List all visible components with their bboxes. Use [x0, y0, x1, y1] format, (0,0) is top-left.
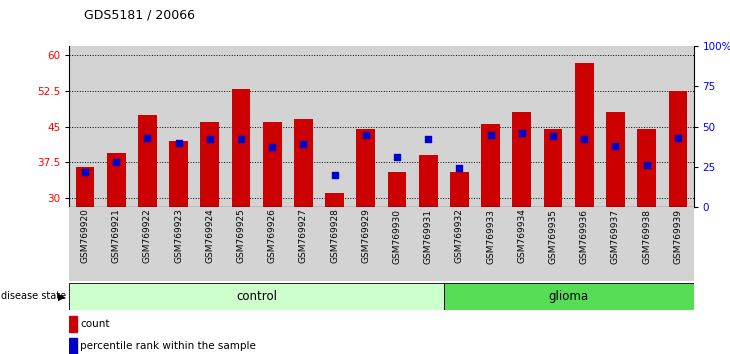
- Point: [485, 132, 496, 137]
- Text: GSM769930: GSM769930: [393, 209, 402, 264]
- Bar: [231, 88, 250, 207]
- Bar: [69, 316, 77, 332]
- Text: GSM769923: GSM769923: [174, 209, 183, 263]
- Point: [516, 130, 528, 136]
- Point: [548, 133, 559, 139]
- Text: GSM769922: GSM769922: [143, 209, 152, 263]
- Bar: [481, 124, 500, 207]
- Bar: [606, 112, 625, 207]
- Bar: [107, 153, 126, 207]
- Text: control: control: [236, 290, 277, 303]
- Bar: [544, 129, 562, 207]
- Bar: [419, 155, 437, 207]
- Point: [578, 137, 590, 142]
- Bar: [169, 141, 188, 207]
- Text: GSM769936: GSM769936: [580, 209, 589, 264]
- Point: [204, 137, 215, 142]
- Bar: [637, 129, 656, 207]
- Bar: [575, 63, 593, 207]
- Text: GSM769931: GSM769931: [423, 209, 433, 264]
- Text: GSM769939: GSM769939: [673, 209, 683, 264]
- Bar: [444, 283, 694, 310]
- Point: [423, 137, 434, 142]
- Bar: [201, 122, 219, 207]
- Point: [298, 142, 310, 147]
- Text: GSM769932: GSM769932: [455, 209, 464, 263]
- Text: GSM769937: GSM769937: [611, 209, 620, 264]
- Point: [142, 135, 153, 141]
- Text: GSM769927: GSM769927: [299, 209, 308, 263]
- Text: GSM769938: GSM769938: [642, 209, 651, 264]
- Text: GSM769933: GSM769933: [486, 209, 495, 264]
- Text: percentile rank within the sample: percentile rank within the sample: [80, 341, 256, 350]
- Bar: [138, 115, 157, 207]
- Bar: [69, 337, 77, 354]
- Bar: [669, 91, 687, 207]
- Point: [453, 166, 465, 171]
- Point: [360, 132, 372, 137]
- Text: GSM769925: GSM769925: [237, 209, 245, 263]
- Text: GSM769934: GSM769934: [518, 209, 526, 263]
- Text: ▶: ▶: [58, 291, 66, 302]
- Bar: [294, 119, 312, 207]
- Bar: [356, 129, 375, 207]
- Bar: [263, 122, 282, 207]
- Text: GDS5181 / 20066: GDS5181 / 20066: [84, 8, 195, 21]
- Point: [672, 135, 684, 141]
- Text: GSM769926: GSM769926: [268, 209, 277, 263]
- Point: [610, 143, 621, 149]
- Point: [173, 140, 185, 145]
- Bar: [512, 112, 531, 207]
- Point: [391, 154, 403, 160]
- Point: [266, 145, 278, 150]
- Text: GSM769935: GSM769935: [548, 209, 558, 264]
- Text: GSM769928: GSM769928: [330, 209, 339, 263]
- Point: [641, 162, 653, 168]
- Text: count: count: [80, 319, 110, 329]
- Bar: [326, 193, 344, 207]
- Bar: [450, 172, 469, 207]
- Text: GSM769924: GSM769924: [205, 209, 215, 263]
- Bar: [388, 172, 407, 207]
- Bar: [76, 167, 94, 207]
- Text: GSM769929: GSM769929: [361, 209, 370, 263]
- Text: GSM769920: GSM769920: [80, 209, 90, 263]
- Bar: [69, 207, 694, 281]
- Point: [110, 159, 122, 165]
- Text: GSM769921: GSM769921: [112, 209, 120, 263]
- Point: [235, 137, 247, 142]
- Text: glioma: glioma: [549, 290, 588, 303]
- Point: [79, 169, 91, 175]
- Point: [328, 172, 340, 178]
- Text: disease state: disease state: [1, 291, 66, 302]
- Bar: [69, 283, 444, 310]
